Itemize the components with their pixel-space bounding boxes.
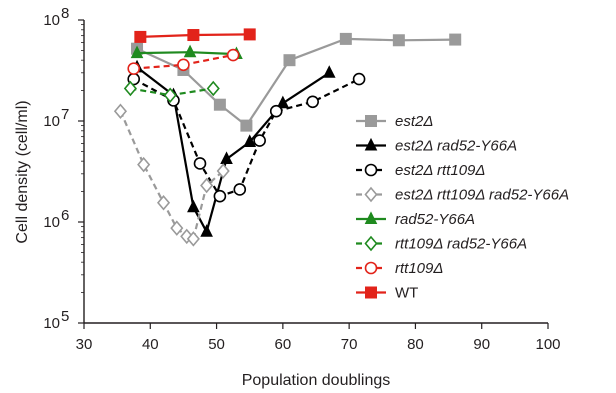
y-tick-exponent: 7 <box>61 106 69 123</box>
data-point <box>216 163 230 179</box>
data-point <box>206 80 220 97</box>
legend-marker <box>365 286 377 299</box>
data-point <box>187 29 200 42</box>
series-line <box>119 110 224 241</box>
legend-marker <box>364 235 378 252</box>
data-point <box>183 44 197 58</box>
data-point <box>269 104 283 118</box>
series-3 <box>113 103 230 247</box>
data-point <box>352 72 366 86</box>
data-point <box>163 87 177 103</box>
data-point <box>170 220 184 236</box>
series-layer <box>113 28 462 247</box>
legend-label: rtt109Δ rad52-Y66A <box>395 236 527 253</box>
data-point <box>449 33 462 46</box>
legend-label: WT <box>395 285 418 302</box>
data-point <box>213 189 227 203</box>
data-point <box>283 54 296 67</box>
legend-item: est2Δ rtt109Δ <box>356 162 485 179</box>
data-point <box>220 151 233 165</box>
series-7 <box>134 28 256 43</box>
x-axis-label: Population doublings <box>242 372 391 389</box>
data-point <box>137 156 151 173</box>
data-point <box>200 177 214 194</box>
legend-marker <box>364 211 378 224</box>
legend-item: rtt109Δ <box>356 260 443 277</box>
data-point <box>186 231 200 247</box>
data-point <box>322 65 336 78</box>
y-axis-label: Cell density (cell/ml) <box>14 100 31 243</box>
y-tick-exponent: 8 <box>61 5 69 22</box>
legend-marker <box>364 186 378 203</box>
legend-label: est2Δ rtt109Δ rad52-Y66A <box>395 187 569 204</box>
y-tick-exponent: 6 <box>61 207 69 224</box>
data-point <box>156 195 171 211</box>
legend-item: est2Δ rad52-Y66A <box>356 138 517 155</box>
series-5 <box>123 80 220 103</box>
data-point <box>240 119 253 132</box>
data-point <box>233 183 247 196</box>
legend-label: est2Δ rtt109Δ <box>395 162 485 179</box>
legend-item: rtt109Δ rad52-Y66A <box>356 236 527 253</box>
legend: est2Δ est2Δ rad52-Y66A est2Δ rtt109Δ est2Δ … <box>356 113 569 302</box>
x-tick-label: 100 <box>535 336 560 353</box>
series-line <box>133 53 234 70</box>
data-point <box>276 95 290 109</box>
y-tick-label: 10 <box>43 12 60 29</box>
data-point <box>113 103 128 119</box>
data-point <box>193 157 207 170</box>
data-point <box>130 45 144 59</box>
legend-item: est2Δ <box>356 113 433 130</box>
legend-label: rad52-Y66A <box>395 211 475 228</box>
y-tick-label: 10 <box>43 315 60 332</box>
axes <box>83 20 548 324</box>
data-point <box>213 98 226 111</box>
series-6 <box>127 48 240 75</box>
series-2 <box>127 72 366 203</box>
x-tick-label: 40 <box>142 336 159 353</box>
data-point <box>392 34 405 47</box>
data-point <box>339 32 352 45</box>
data-point <box>127 62 141 75</box>
legend-item: est2Δ rtt109Δ rad52-Y66A <box>356 187 569 204</box>
legend-marker <box>364 163 378 177</box>
series-line <box>136 37 456 128</box>
y-tick-label: 10 <box>43 214 60 231</box>
data-point <box>226 48 240 62</box>
legend-item: rad52-Y66A <box>356 211 475 228</box>
y-tick-exponent: 5 <box>61 308 69 325</box>
legend-item: WT <box>356 285 418 302</box>
x-tick-label: 50 <box>208 336 225 353</box>
data-point <box>123 80 137 97</box>
x-tick-label: 30 <box>76 336 93 353</box>
legend-label: est2Δ rad52-Y66A <box>395 138 517 155</box>
legend-label: rtt109Δ <box>395 260 443 277</box>
data-point <box>134 30 147 43</box>
data-point <box>243 28 256 41</box>
x-tick-label: 60 <box>275 336 292 353</box>
legend-marker <box>365 115 377 127</box>
legend-marker <box>364 261 378 275</box>
y-tick-label: 10 <box>43 113 60 130</box>
x-tick-label: 90 <box>473 336 490 353</box>
legend-label: est2Δ <box>395 113 433 130</box>
x-tick-label: 70 <box>341 336 358 353</box>
series-1 <box>130 59 336 237</box>
data-point <box>200 224 213 237</box>
data-point <box>177 58 190 72</box>
data-point <box>306 95 319 109</box>
data-point <box>243 134 257 147</box>
data-point <box>253 134 266 147</box>
data-point <box>187 199 200 213</box>
legend-marker <box>364 137 378 151</box>
x-tick-label: 80 <box>407 336 424 353</box>
